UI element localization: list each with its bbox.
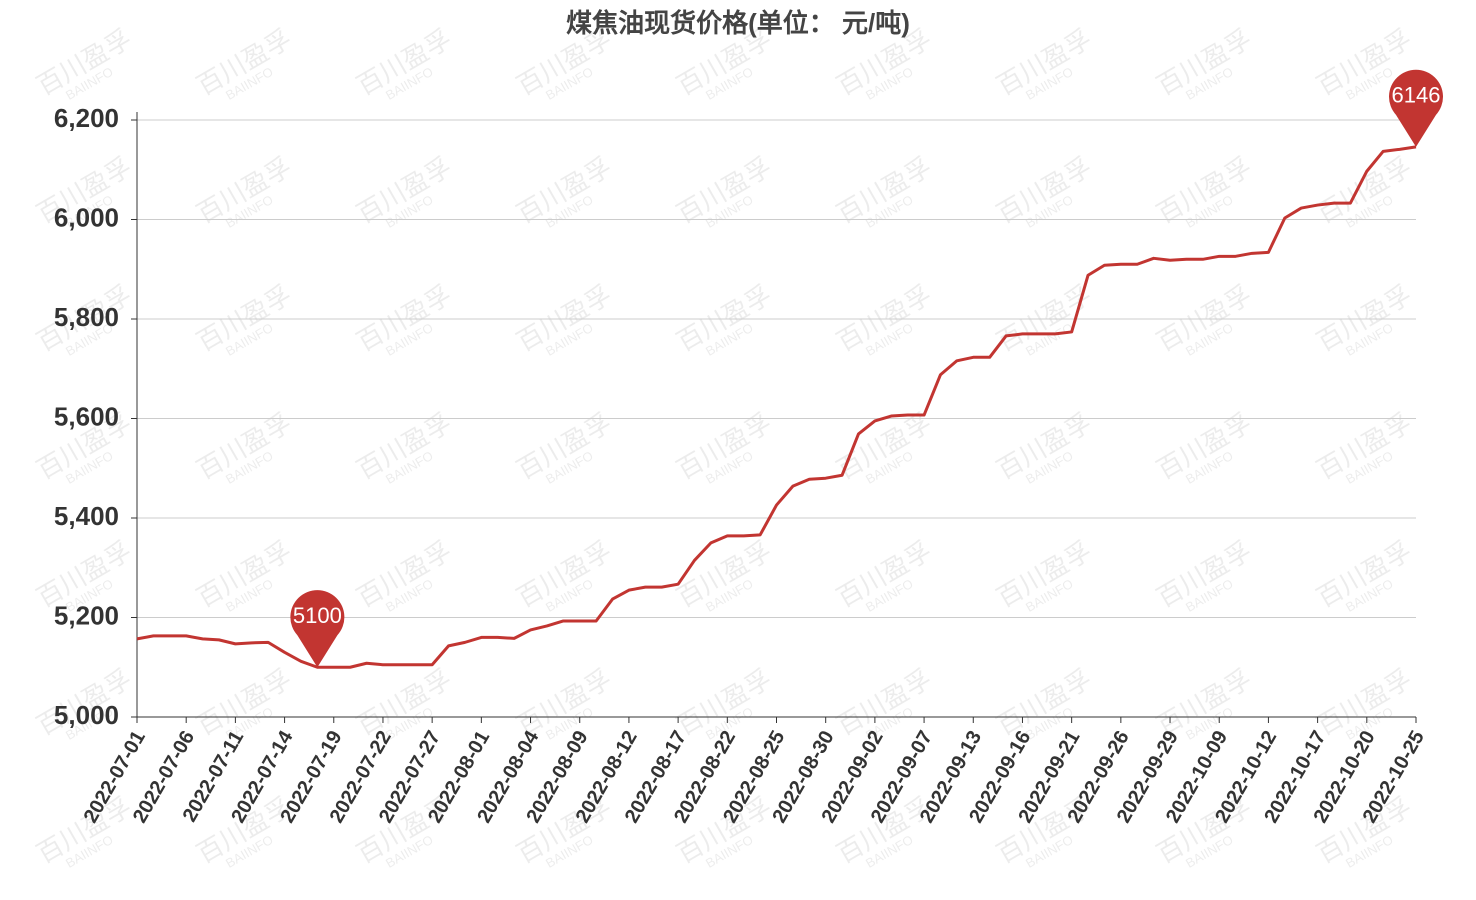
y-tick-label: 5,800 xyxy=(54,302,119,332)
mark-label: 6146 xyxy=(1392,83,1441,108)
y-tick-label: 5,600 xyxy=(54,401,119,431)
y-tick-label: 6,000 xyxy=(54,202,119,232)
y-tick-label: 5,000 xyxy=(54,700,119,730)
y-tick-label: 5,200 xyxy=(54,600,119,630)
line xyxy=(136,145,1417,669)
y-tick-label: 5,400 xyxy=(54,501,119,531)
mark-pin xyxy=(290,590,345,668)
y-tick-label: 6,200 xyxy=(54,103,119,133)
mark-pin xyxy=(1388,69,1443,147)
mark-label: 5100 xyxy=(293,603,342,628)
chart-title: 煤焦油现货价格(单位： 元/吨) xyxy=(566,8,910,38)
